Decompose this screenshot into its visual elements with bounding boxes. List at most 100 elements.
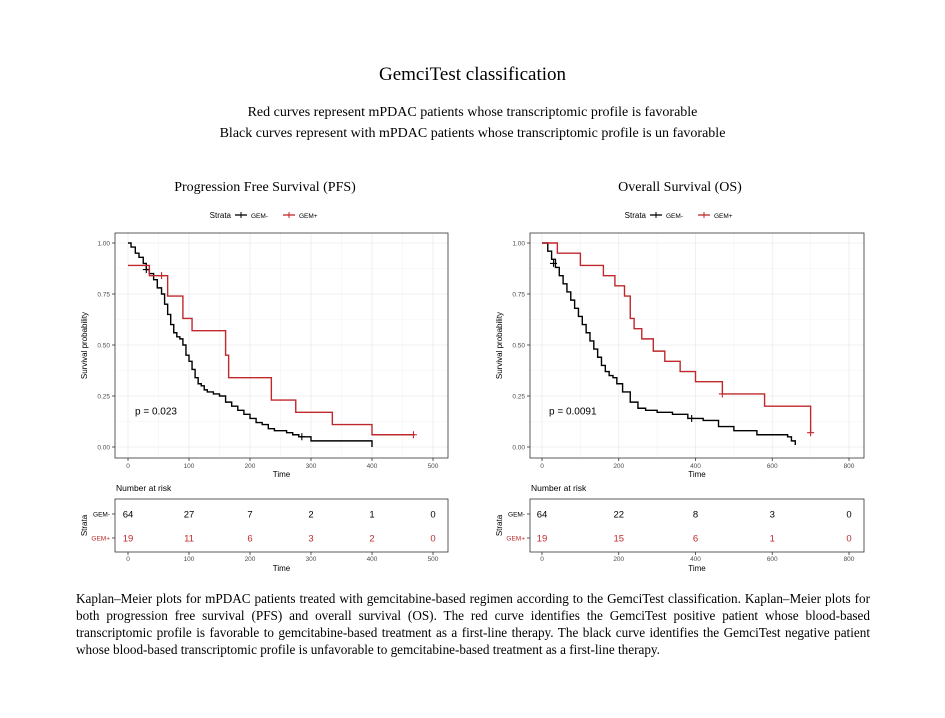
risk-table-strata-label: Strata [80,514,89,536]
y-tick-label: 1.00 [97,241,110,248]
p-value-label: p = 0.023 [135,406,177,417]
risk-count: 19 [123,534,134,545]
risk-x-tick-label: 0 [540,556,544,563]
risk-row-label: GEM+ [91,536,110,543]
risk-x-axis-label: Time [273,564,291,573]
risk-count: 64 [537,510,548,521]
risk-count: 8 [693,510,698,521]
risk-row-label: GEM- [508,512,525,519]
subtitle-unfavorable: Black curves represent with mPDAC patien… [219,126,726,141]
y-tick-label: 0.50 [97,343,110,350]
censor-mark [550,259,558,267]
survival-curve-gem [542,242,812,433]
survival-curve-gem [128,264,415,436]
legend-label: GEM+ [714,213,733,220]
y-tick-label: 0.25 [512,394,525,401]
plot-panel-border [529,232,865,459]
x-axis-label: Time [688,470,706,479]
legend-censor-mark [238,212,244,218]
p-value-label: p = 0.0091 [549,406,597,417]
y-tick-label: 0.50 [512,343,525,350]
risk-count: 11 [184,534,194,545]
risk-count: 3 [770,510,775,521]
risk-x-tick-label: 300 [306,556,317,563]
x-tick-label: 500 [428,463,439,470]
legend-censor-mark [286,212,292,218]
risk-count: 15 [613,534,624,545]
risk-table-panel [114,498,449,553]
risk-count: 1 [369,510,374,521]
legend-label: GEM+ [299,213,318,220]
plot-panel-border [114,232,449,459]
risk-count: 2 [308,510,313,521]
pfs-panel-title: Progression Free Survival (PFS) [174,180,356,195]
risk-x-tick-label: 500 [428,556,439,563]
risk-count: 1 [770,534,775,545]
risk-count: 22 [613,510,624,521]
y-tick-label: 0.75 [97,292,110,299]
y-axis-label: Survival probability [80,312,89,379]
risk-x-tick-label: 400 [367,556,378,563]
risk-table-title: Number at risk [116,483,172,493]
risk-x-tick-label: 100 [184,556,195,563]
x-tick-label: 200 [245,463,256,470]
risk-row-label: GEM- [93,512,110,519]
risk-x-tick-label: 200 [245,556,256,563]
plot-panel-background [530,233,864,458]
figure-caption: Kaplan–Meier plots for mPDAC patients tr… [76,591,870,657]
risk-count: 0 [430,534,435,545]
legend-censor-mark [701,212,707,218]
y-tick-label: 0.00 [97,445,110,452]
censor-mark [718,390,726,398]
survival-curve-gem [128,242,373,447]
survival-curve-gem [542,242,796,445]
risk-count: 0 [846,534,851,545]
censor-mark [807,429,815,437]
risk-table-title: Number at risk [531,483,587,493]
risk-count: 7 [247,510,252,521]
risk-x-tick-label: 600 [767,556,778,563]
legend-title: Strata [210,211,232,220]
x-tick-label: 0 [540,463,544,470]
risk-count: 6 [693,534,698,545]
y-axis-label: Survival probability [495,312,504,379]
risk-table-strata-label: Strata [495,514,504,536]
subtitle-favorable: Red curves represent mPDAC patients whos… [247,105,698,120]
x-tick-label: 100 [184,463,195,470]
legend-title: Strata [625,211,647,220]
y-tick-label: 0.25 [97,394,110,401]
legend-label: GEM- [251,213,268,220]
legend-label: GEM- [666,213,683,220]
os-panel-title: Overall Survival (OS) [618,180,742,195]
x-tick-label: 200 [613,463,624,470]
censor-mark [142,266,150,274]
censor-mark [409,431,417,439]
plot-panel-background [115,233,448,458]
risk-x-tick-label: 200 [613,556,624,563]
x-tick-label: 400 [367,463,378,470]
y-tick-label: 0.75 [512,292,525,299]
risk-count: 19 [537,534,548,545]
legend-censor-mark [653,212,659,218]
risk-x-axis-label: Time [688,564,706,573]
censor-mark [158,272,166,280]
risk-count: 64 [123,510,134,521]
risk-count: 27 [184,510,195,521]
risk-x-tick-label: 800 [844,556,855,563]
x-tick-label: 300 [306,463,317,470]
y-tick-label: 0.00 [512,445,525,452]
censor-mark [688,414,696,422]
risk-count: 2 [369,534,374,545]
risk-table-panel [529,498,865,553]
x-tick-label: 0 [126,463,130,470]
risk-count: 0 [430,510,435,521]
figure-title: GemciTest classification [378,64,567,85]
x-tick-label: 600 [767,463,778,470]
risk-x-tick-label: 400 [690,556,701,563]
risk-count: 6 [247,534,252,545]
risk-count: 0 [846,510,851,521]
risk-row-label: GEM+ [506,536,525,543]
y-tick-label: 1.00 [512,241,525,248]
x-tick-label: 400 [690,463,701,470]
